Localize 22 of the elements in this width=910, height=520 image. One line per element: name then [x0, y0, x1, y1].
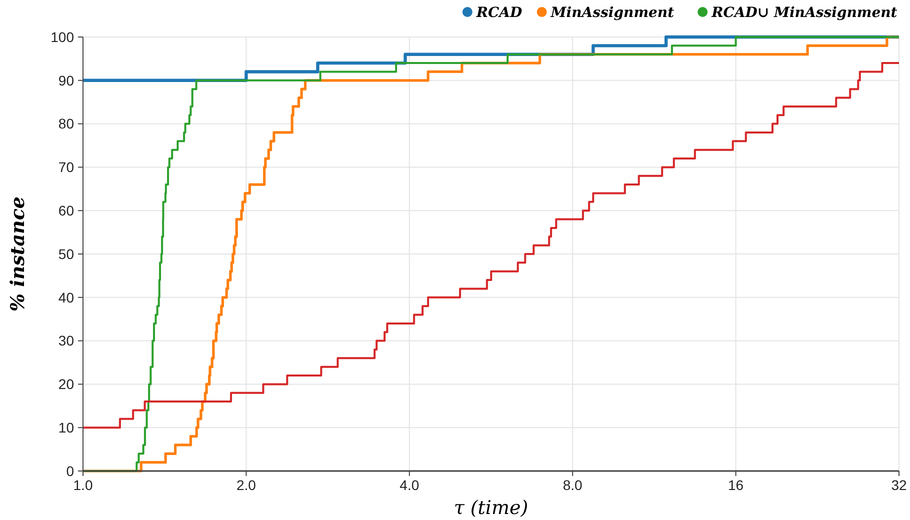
y-tick-label: 80 — [58, 116, 74, 132]
y-tick-label: 10 — [58, 420, 74, 436]
legend-label: MinAssignment — [550, 5, 675, 21]
x-tick-label: 1.0 — [73, 477, 93, 493]
x-tick-label: 8.0 — [562, 477, 583, 493]
y-tick-label: 0 — [66, 462, 74, 479]
y-tick-label: 70 — [58, 159, 74, 176]
x-axis-title: τ (time) — [454, 497, 528, 519]
y-tick-label: 30 — [58, 332, 74, 349]
legend-label: RCAD∪ MinAssignment — [710, 5, 898, 21]
x-tick-label: 2.0 — [236, 477, 256, 493]
y-tick-label: 50 — [58, 246, 74, 262]
y-tick-label: 20 — [58, 376, 74, 392]
y-tick-label: 90 — [58, 72, 74, 88]
x-tick-label: 16 — [728, 477, 744, 493]
y-tick-label: 100 — [50, 28, 74, 45]
x-tick-label: 32 — [891, 477, 907, 493]
x-tick-label: 4.0 — [400, 477, 420, 493]
legend-label: RCAD — [475, 5, 524, 21]
y-tick-label: 60 — [58, 202, 74, 218]
y-axis-title: % instance — [7, 196, 29, 312]
y-tick-label: 40 — [58, 289, 74, 306]
